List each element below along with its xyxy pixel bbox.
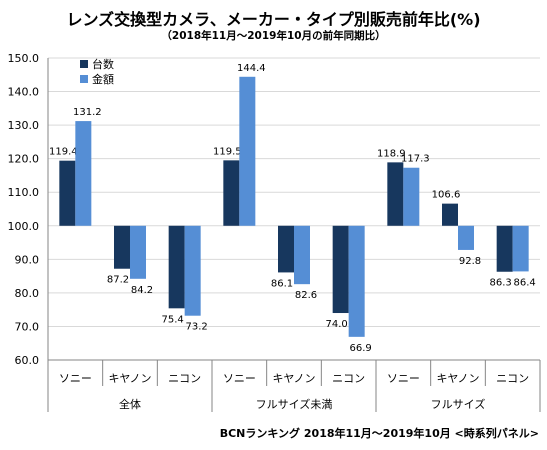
legend-label: 台数: [92, 57, 114, 71]
legend-swatch: [80, 60, 88, 68]
data-label: 73.2: [186, 322, 208, 333]
y-tick-label: 120.0: [8, 153, 40, 166]
data-label: 82.6: [295, 290, 317, 301]
x-tick-label: ニコン: [332, 372, 365, 385]
group-label: フルサイズ未満: [256, 397, 333, 411]
data-label: 118.9: [377, 148, 406, 159]
x-tick-label: ソニー: [223, 372, 256, 385]
bar-units: [496, 225, 513, 272]
data-label: 117.3: [401, 154, 430, 165]
bar-amount: [403, 167, 420, 226]
legend-swatch: [80, 75, 88, 83]
data-label: 84.2: [131, 285, 153, 296]
legend-label: 金額: [92, 72, 114, 86]
bar-amount: [512, 225, 529, 272]
x-tick-label: キヤノン: [108, 372, 151, 385]
y-tick-label: 70.0: [15, 320, 40, 333]
bar-units: [168, 225, 185, 309]
x-tick-label: ニコン: [496, 372, 529, 385]
data-label: 92.8: [459, 256, 481, 267]
data-label: 119.4: [49, 147, 78, 158]
data-label: 74.0: [326, 319, 348, 330]
bar-units: [387, 162, 404, 226]
group-label: 全体: [119, 397, 141, 411]
bar-amount: [294, 225, 310, 285]
bar-amount: [75, 121, 92, 226]
bar-amount: [239, 76, 256, 226]
data-label: 119.5: [213, 146, 242, 157]
y-tick-label: 130.0: [8, 119, 40, 132]
bar-units: [332, 225, 349, 314]
data-label: 144.4: [237, 63, 266, 74]
y-tick-label: 80.0: [15, 287, 40, 300]
x-tick-label: ソニー: [59, 372, 92, 385]
bar-amount: [348, 225, 365, 337]
chart-title: レンズ交換型カメラ、メーカー・タイプ別販売前年比(%): [66, 10, 481, 29]
chart-subtitle: （2018年11月～2019年10月の前年同期比）: [161, 30, 386, 42]
x-tick-label: ニコン: [168, 372, 201, 385]
data-label: 131.2: [73, 107, 102, 118]
y-tick-label: 110.0: [8, 186, 40, 199]
bar-amount: [458, 225, 474, 250]
data-label: 86.4: [514, 277, 536, 288]
y-tick-label: 60.0: [15, 354, 40, 367]
x-tick-label: キヤノン: [272, 372, 315, 385]
source-note: BCNランキング 2018年11月～2019年10月 <時系列パネル>: [219, 427, 539, 440]
bar-units: [114, 225, 130, 269]
data-label: 87.2: [107, 275, 129, 286]
bar-units: [278, 225, 294, 273]
y-tick-label: 90.0: [15, 253, 40, 266]
data-label: 86.1: [271, 278, 293, 289]
y-tick-label: 100.0: [8, 220, 40, 233]
data-label: 66.9: [350, 343, 372, 354]
bar-units: [223, 160, 240, 226]
y-tick-label: 140.0: [8, 86, 40, 99]
data-label: 106.6: [432, 190, 461, 201]
x-tick-label: ソニー: [387, 372, 420, 385]
y-tick-label: 150.0: [8, 52, 40, 65]
data-label: 75.4: [162, 314, 184, 325]
bar-amount: [130, 225, 146, 279]
data-label: 86.3: [490, 278, 512, 289]
group-label: フルサイズ: [431, 397, 486, 411]
bar-units: [59, 160, 76, 226]
bar-amount: [184, 225, 201, 316]
x-tick-label: キヤノン: [436, 372, 479, 385]
bar-units: [442, 203, 458, 226]
